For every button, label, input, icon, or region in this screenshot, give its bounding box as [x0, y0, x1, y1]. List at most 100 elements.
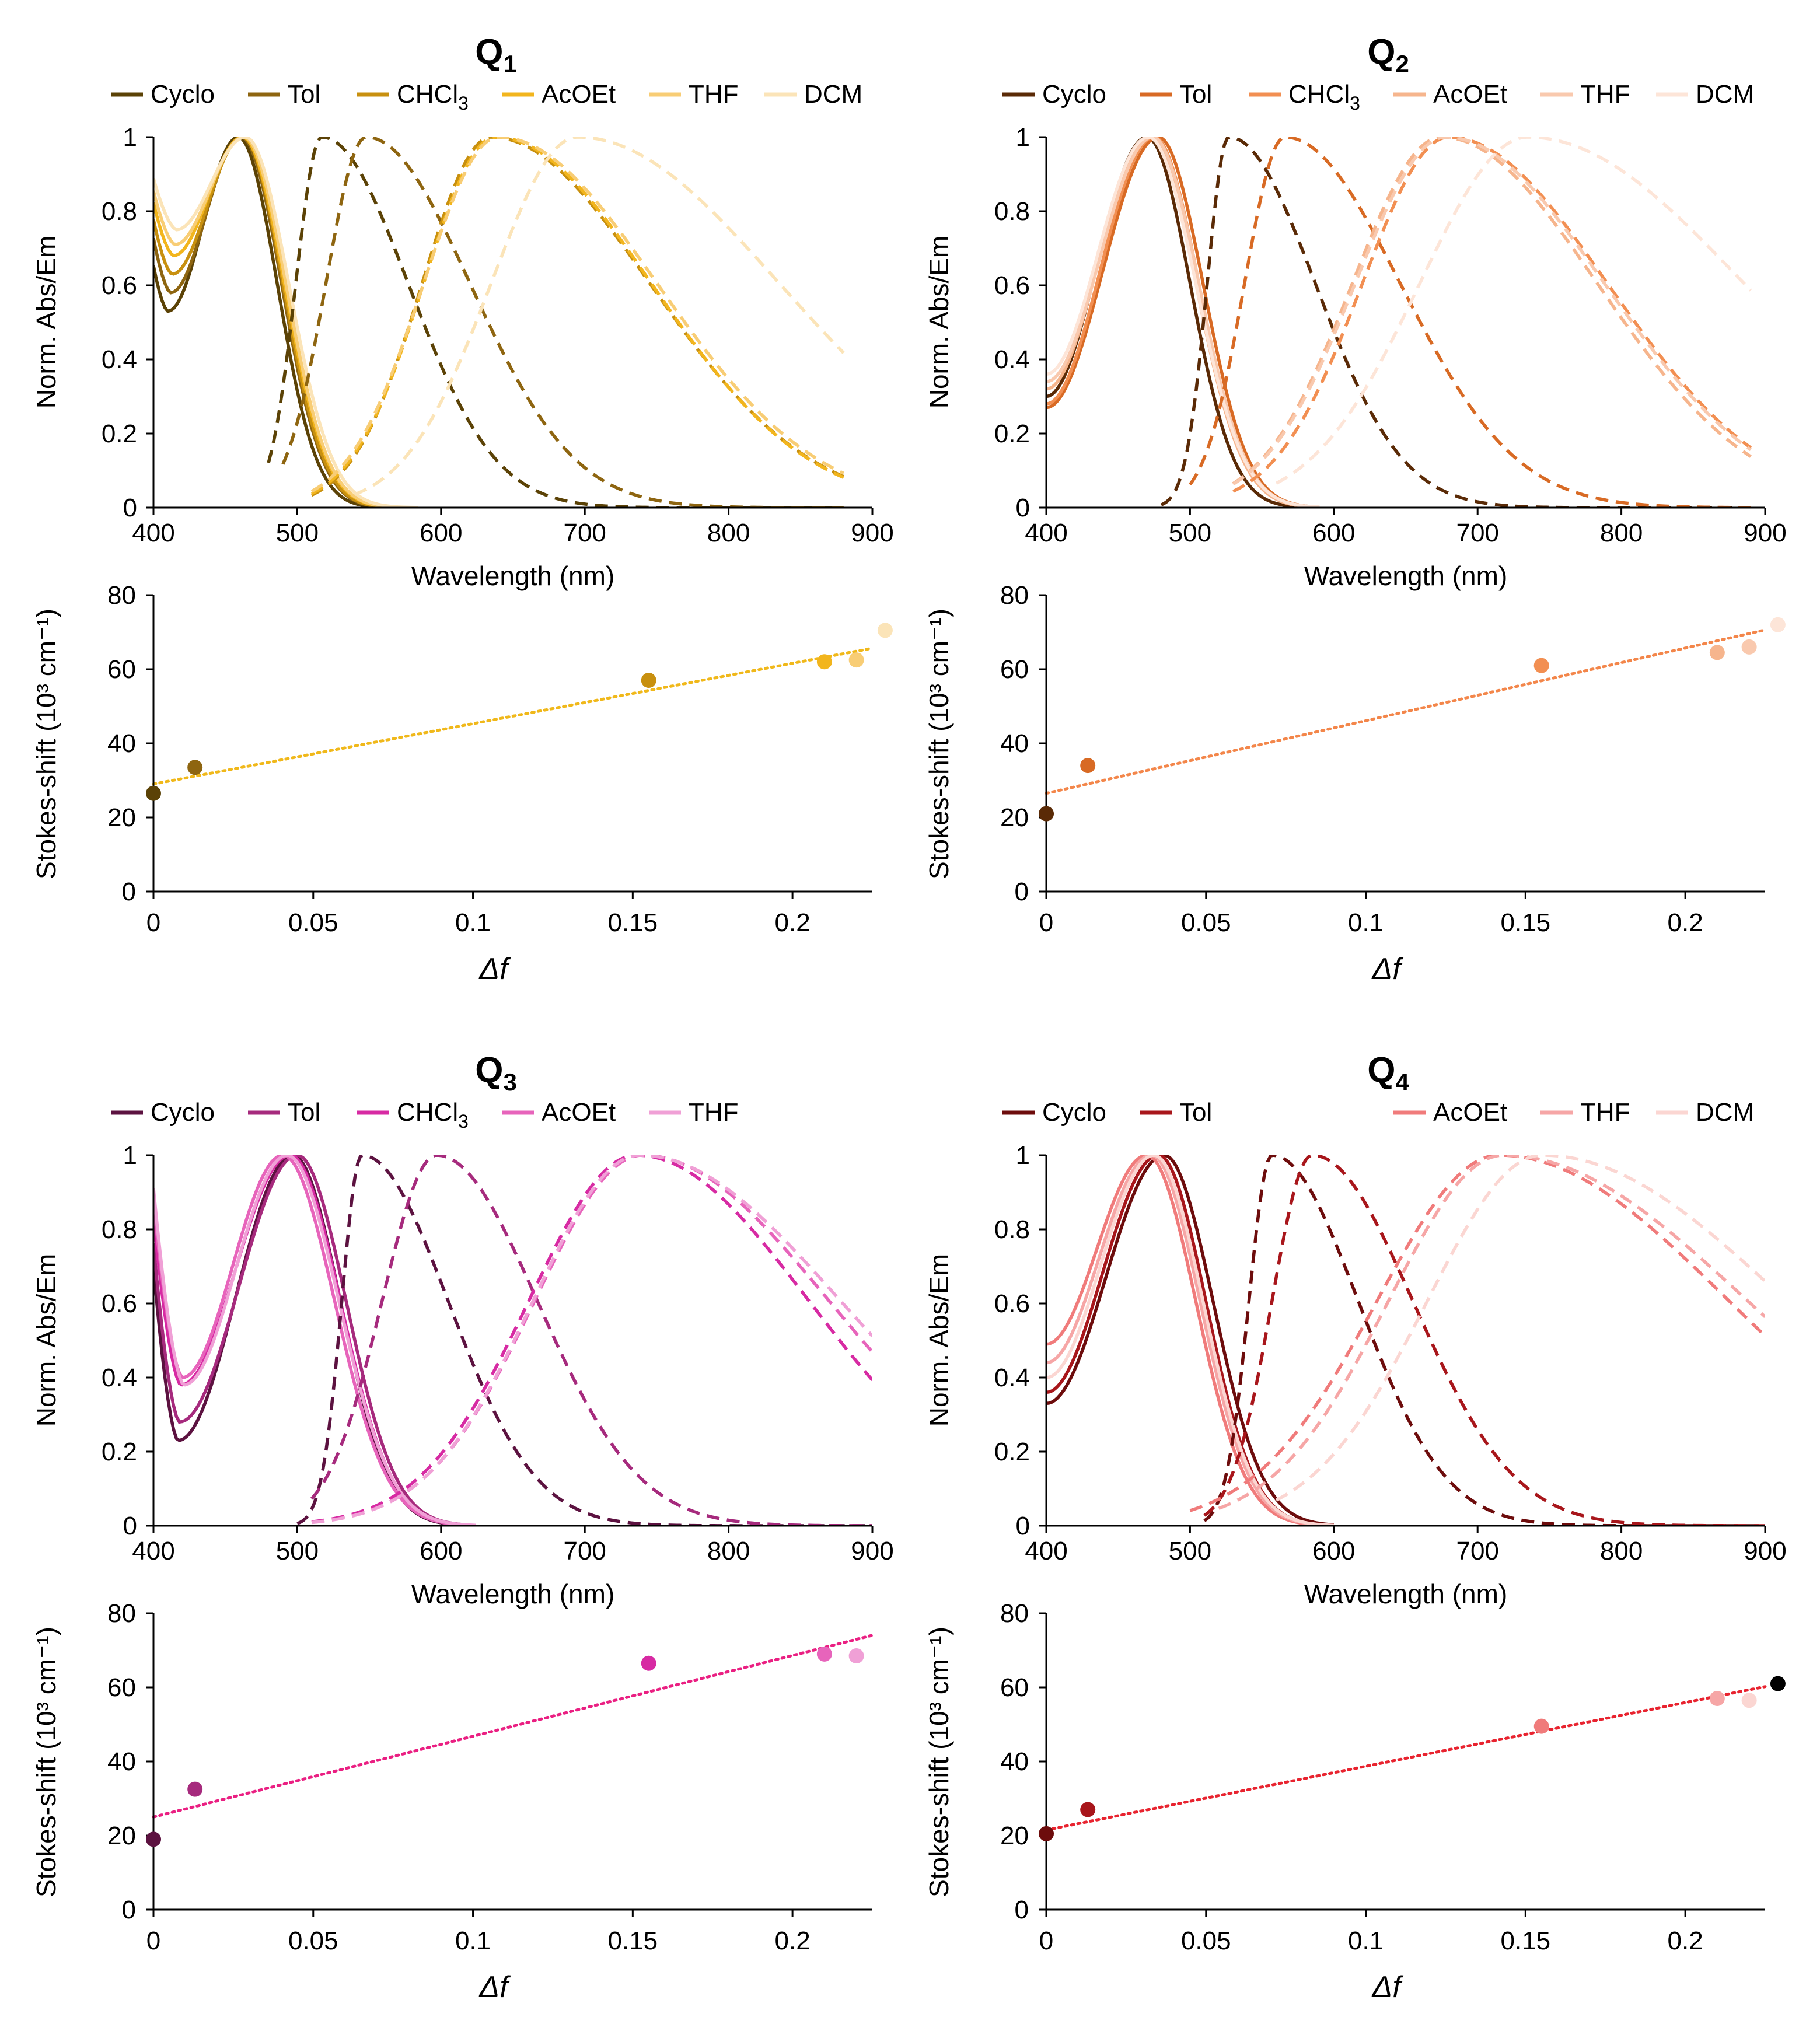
- trend-line: [152, 646, 874, 786]
- y-tick-label: 60: [1000, 1673, 1029, 1702]
- y-tick-label: 80: [1000, 581, 1029, 610]
- em-curve-tol: [1203, 1155, 1765, 1526]
- em-curve-acoet: [1232, 137, 1752, 485]
- abs-curve-dcm: [1046, 137, 1320, 508]
- y-tick-label: 0.2: [994, 1438, 1030, 1466]
- legend-item-q1-acoet: AcOEt: [502, 80, 616, 109]
- x-tick-label: 500: [1169, 519, 1211, 547]
- stokes-plot-q2: 0 0.05 0.1 0.15 0.2 0 20 40 60 80 Stokes-shift (1…: [924, 581, 1786, 986]
- legend-item-q4-acoet: AcOEt: [1393, 1098, 1507, 1127]
- x-tick-label: 0.05: [1181, 1927, 1231, 1955]
- y-tick-label: 0: [1015, 878, 1029, 906]
- abs-curve-tol: [1046, 1155, 1334, 1526]
- em-curve-cyclo: [296, 1155, 872, 1526]
- legend-item-q3-thf: THF: [649, 1098, 739, 1127]
- abs-curve-tol: [1046, 137, 1311, 508]
- y-tick-label: 1: [123, 123, 137, 152]
- y-tick-label: 0: [1016, 494, 1030, 522]
- stokes-ylabel-q1: Stokes-shift (10³ cm⁻¹): [31, 609, 61, 879]
- abs-curve-dcm: [153, 137, 418, 508]
- spectra-curves-q4: [1046, 1155, 1765, 1526]
- data-point-cyclo: [146, 785, 161, 801]
- em-curve-dcm: [1275, 137, 1752, 485]
- data-point-acoet: [816, 654, 832, 670]
- trend-line: [1045, 628, 1767, 795]
- x-tick-label: 800: [1600, 1537, 1643, 1565]
- y-tick-label: 40: [1000, 1747, 1029, 1776]
- legend-item-q2-cyclo: Cyclo: [1002, 80, 1106, 109]
- legend-item-q4-tol: Tol: [1140, 1098, 1212, 1127]
- svg-text:Tol: Tol: [1179, 80, 1212, 109]
- spectra-curves-q1: [153, 137, 845, 508]
- x-tick-label: 700: [1456, 1537, 1498, 1565]
- data-point-cyclo: [1039, 1826, 1054, 1841]
- y-tick-label: 0.2: [102, 1438, 137, 1466]
- panel-q1: Q1 Cyclo Tol CHCl3 AcOEt THF DCM 400 500 6…: [31, 32, 894, 986]
- y-tick-label: 0.8: [102, 1215, 137, 1244]
- y-tick-label: 0.2: [994, 420, 1030, 448]
- data-point-tol: [187, 1781, 203, 1797]
- legend-q4: Cyclo Tol AcOEt THF DCM: [1002, 1098, 1754, 1127]
- x-tick-label: 400: [1025, 1537, 1067, 1565]
- svg-text:AcOEt: AcOEt: [542, 1098, 616, 1127]
- y-tick-label: 20: [1000, 803, 1029, 832]
- panel-title-q4: Q4: [1367, 1050, 1409, 1096]
- legend-item-q3-acoet: AcOEt: [502, 1098, 616, 1127]
- x-tick-label: 0.05: [288, 908, 338, 937]
- y-tick-label: 60: [1000, 655, 1029, 684]
- data-point-chcl3: [641, 673, 656, 688]
- svg-text:AcOEt: AcOEt: [542, 80, 616, 109]
- em-curve-cyclo: [1160, 137, 1751, 508]
- abs-curve-cyclo: [1046, 137, 1297, 508]
- em-curve-dcm: [354, 137, 845, 496]
- stokes-xlabel-q4: Δf: [1371, 1970, 1403, 2004]
- y-tick-label: 0: [1015, 1896, 1029, 1924]
- trend-line: [1045, 1685, 1767, 1831]
- data-point-thf: [848, 652, 864, 668]
- svg-text:THF: THF: [1580, 1098, 1630, 1127]
- x-tick-label: 0.05: [1181, 908, 1231, 937]
- legend-item-q1-cyclo: Cyclo: [111, 80, 215, 109]
- stokes-ylabel-q2: Stokes-shift (10³ cm⁻¹): [924, 609, 954, 879]
- data-point-dcm: [1770, 617, 1786, 632]
- x-tick-label: 0.2: [775, 908, 811, 937]
- legend-q3: Cyclo Tol CHCl3 AcOEt THF: [111, 1098, 739, 1132]
- data-point-chcl3: [1533, 658, 1549, 673]
- stokes-marks-q1: 0 0.05 0.1 0.15 0.2 0 20 40 60 80: [107, 581, 893, 937]
- em-curve-acoet: [1189, 1155, 1765, 1512]
- legend-item-q1-thf: THF: [649, 80, 739, 109]
- x-tick-label: 0.05: [288, 1927, 338, 1955]
- stokes-xlabel-q3: Δf: [478, 1970, 511, 2004]
- svg-text:AcOEt: AcOEt: [1433, 1098, 1507, 1127]
- data-point-cyclo: [146, 1831, 161, 1847]
- legend-item-q4-dcm: DCM: [1656, 1098, 1754, 1127]
- y-tick-label: 0: [1016, 1512, 1030, 1540]
- svg-text:Tol: Tol: [288, 80, 320, 109]
- stokes-xlabel-q1: Δf: [478, 952, 511, 986]
- x-tick-label: 600: [420, 519, 462, 547]
- legend-item-q1-dcm: DCM: [764, 80, 862, 109]
- x-tick-label: 0: [146, 908, 160, 937]
- data-point-tol: [1080, 1802, 1096, 1817]
- y-tick-label: 1: [123, 1141, 137, 1170]
- stokes-marks-q3: 0 0.05 0.1 0.15 0.2 0 20 40 60 80: [107, 1599, 874, 1955]
- stokes-ylabel-q4: Stokes-shift (10³ cm⁻¹): [924, 1627, 954, 1897]
- legend-item-q2-thf: THF: [1540, 80, 1630, 109]
- em-curve-chcl3: [1232, 137, 1752, 493]
- y-tick-label: 0.8: [102, 197, 137, 226]
- stokes-ylabel-q3: Stokes-shift (10³ cm⁻¹): [31, 1627, 61, 1897]
- panel-title-q1: Q1: [475, 32, 517, 78]
- panel-title-q2: Q2: [1367, 32, 1409, 78]
- x-tick-label: 0.15: [608, 1927, 658, 1955]
- legend-item-q2-dcm: DCM: [1656, 80, 1754, 109]
- y-tick-label: 0: [123, 1512, 137, 1540]
- x-tick-label: 500: [1169, 1537, 1211, 1565]
- y-tick-label: 0.6: [102, 1289, 137, 1318]
- x-tick-label: 0.15: [1501, 908, 1551, 937]
- spectra-ylabel-q1: Norm. Abs/Em: [31, 236, 61, 409]
- abs-curve-acoet: [1046, 1155, 1334, 1526]
- y-tick-label: 0.2: [102, 420, 137, 448]
- spectra-plot-q4: 400 500 600 700 800 900 0 0.2 0.4 0.6 0.8 1 Norm. A…: [924, 1141, 1787, 1609]
- svg-text:AcOEt: AcOEt: [1433, 80, 1507, 109]
